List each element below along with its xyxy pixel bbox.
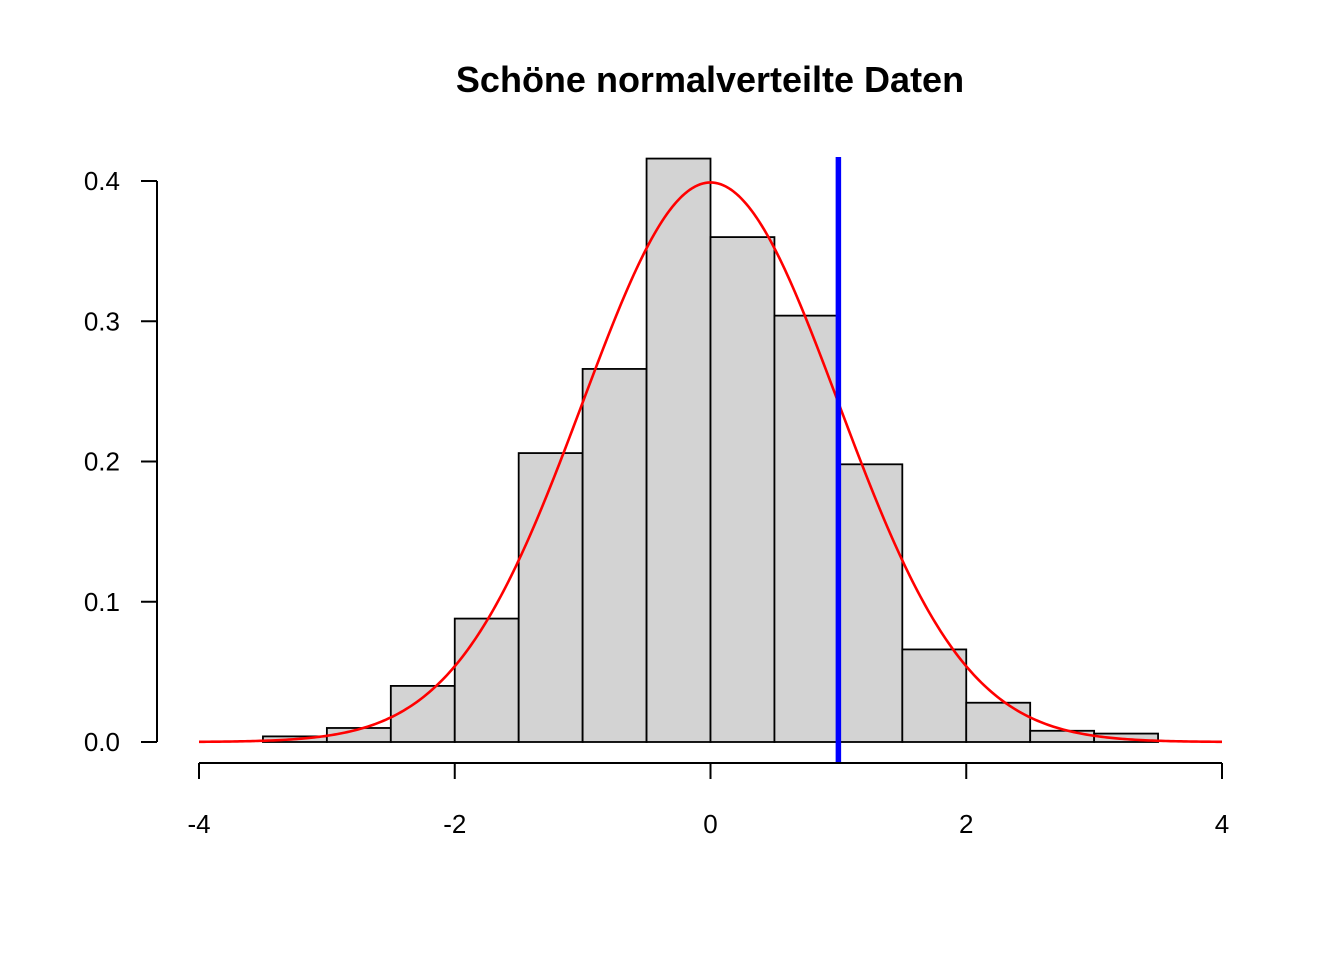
histogram-bar-5 <box>581 368 648 743</box>
x-tick-label-1: -2 <box>443 809 466 839</box>
histogram-bar-3 <box>453 617 520 743</box>
histogram-bar-10 <box>901 648 968 743</box>
histogram-bar-7 <box>709 236 776 743</box>
x-tick-label-2: 0 <box>703 809 717 839</box>
chart-title: Schöne normalverteilte Daten <box>456 59 964 100</box>
x-tick-label-3: 2 <box>959 809 973 839</box>
y-tick-label-2: 0.2 <box>84 447 120 477</box>
histogram-bar-6 <box>645 157 712 743</box>
y-tick-label-0: 0.0 <box>84 727 120 757</box>
y-tick-label-4: 0.4 <box>84 166 120 196</box>
x-tick-label-0: -4 <box>187 809 210 839</box>
histogram-bar-4 <box>517 452 584 743</box>
density-curve <box>198 181 1223 744</box>
y-axis: 0.0 0.1 0.2 0.3 0.4 <box>84 166 158 757</box>
histogram-bar-11 <box>965 701 1032 743</box>
histogram-bar-2 <box>389 685 456 743</box>
histogram-bar-8 <box>773 314 840 743</box>
x-axis: -4 -2 0 2 4 <box>187 762 1229 839</box>
histogram-bar-12 <box>1029 729 1096 743</box>
x-tick-label-4: 4 <box>1215 809 1229 839</box>
histogram-bar-9 <box>837 463 904 743</box>
y-tick-label-1: 0.1 <box>84 587 120 617</box>
histogram-bar-13 <box>1093 732 1159 743</box>
density-curve-group <box>198 181 1223 744</box>
histogram-bars <box>262 157 1159 743</box>
y-tick-label-3: 0.3 <box>84 306 120 336</box>
